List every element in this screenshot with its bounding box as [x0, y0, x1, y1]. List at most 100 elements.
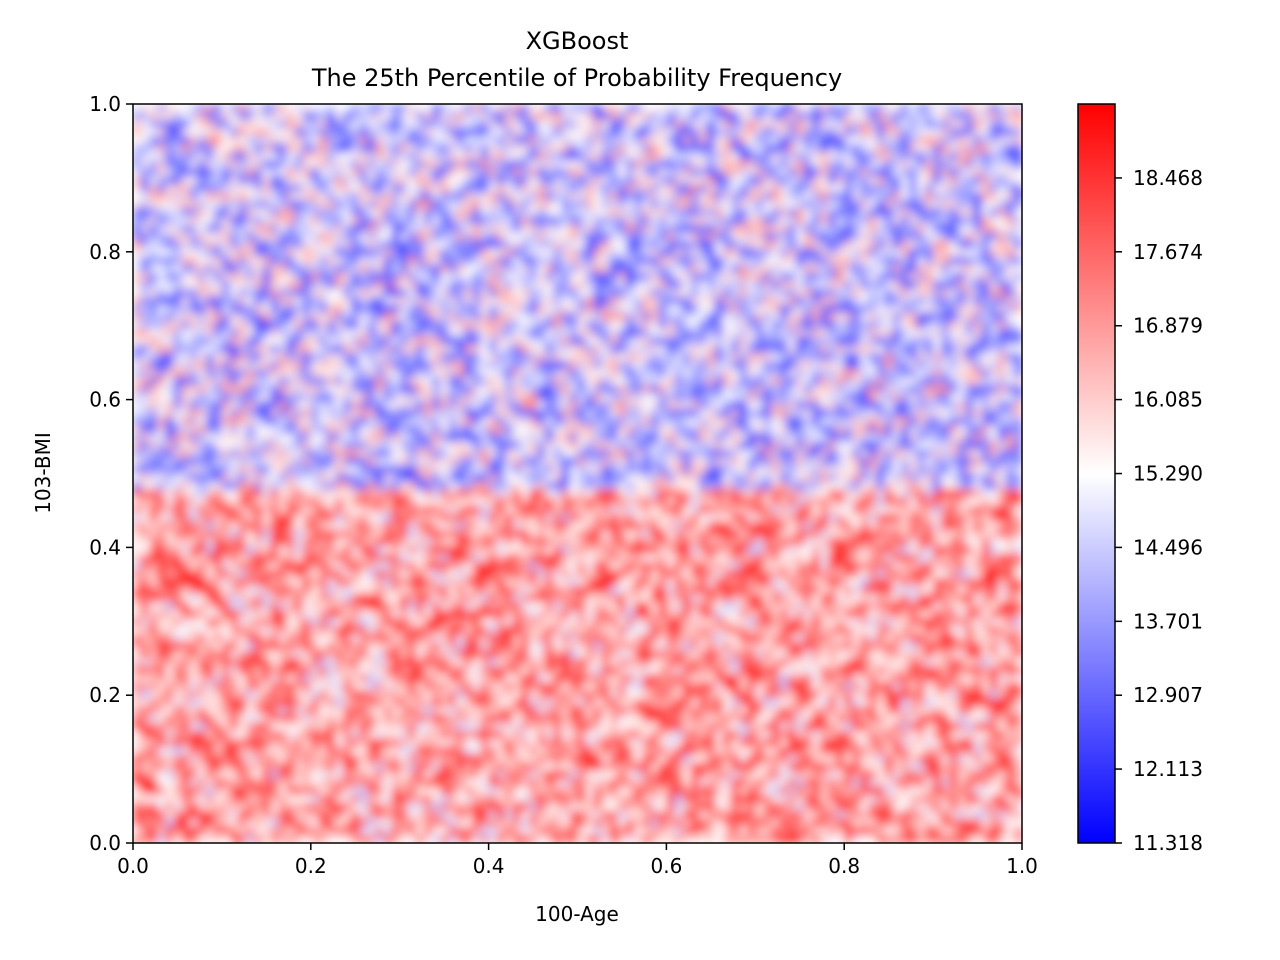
heatmap-cell	[990, 192, 999, 201]
heatmap-cell	[456, 136, 465, 145]
heatmap-cell	[610, 321, 619, 330]
heatmap-cell	[634, 120, 643, 129]
heatmap-cell	[957, 265, 966, 274]
heatmap-cell	[198, 345, 207, 354]
heatmap-cell	[392, 216, 401, 225]
heatmap-cell	[569, 249, 578, 258]
heatmap-cell	[868, 136, 877, 145]
heatmap-cell	[731, 273, 740, 282]
heatmap-cell	[472, 184, 481, 193]
heatmap-cell	[610, 104, 619, 113]
heatmap-cell	[464, 401, 473, 410]
heatmap-cell	[190, 120, 199, 129]
heatmap-cell	[270, 305, 279, 314]
heatmap-cell	[674, 329, 683, 338]
heatmap-cell	[885, 457, 894, 466]
heatmap-cell	[561, 112, 570, 121]
heatmap-cell	[885, 224, 894, 233]
heatmap-cell	[416, 337, 425, 346]
heatmap-cell	[691, 409, 700, 418]
heatmap-cell	[521, 216, 530, 225]
heatmap-cell	[133, 216, 142, 225]
heatmap-cell	[198, 160, 207, 169]
heatmap-cell	[392, 457, 401, 466]
heatmap-cell	[537, 184, 546, 193]
heatmap-cell	[149, 321, 158, 330]
heatmap-cell	[933, 393, 942, 402]
heatmap-cell	[319, 393, 328, 402]
heatmap-cell	[497, 184, 506, 193]
heatmap-cell	[586, 249, 595, 258]
heatmap-cell	[157, 369, 166, 378]
heatmap-cell	[982, 184, 991, 193]
heatmap-cell	[440, 120, 449, 129]
heatmap-cell	[230, 224, 239, 233]
heatmap-cell	[553, 353, 562, 362]
heatmap-cell	[327, 144, 336, 153]
heatmap-cell	[674, 289, 683, 298]
heatmap-cell	[513, 457, 522, 466]
heatmap-cell	[456, 216, 465, 225]
heatmap-cell	[408, 353, 417, 362]
heatmap-cell	[214, 120, 223, 129]
heatmap-cell	[206, 369, 215, 378]
heatmap-cell	[181, 377, 190, 386]
heatmap-cell	[303, 120, 312, 129]
heatmap-cell	[440, 321, 449, 330]
heatmap-cell	[214, 281, 223, 290]
heatmap-cell	[909, 144, 918, 153]
heatmap-cell	[489, 313, 498, 322]
heatmap-cell	[965, 409, 974, 418]
heatmap-cell	[755, 321, 764, 330]
heatmap-cell	[860, 224, 869, 233]
heatmap-cell	[513, 361, 522, 370]
heatmap-cell	[618, 441, 627, 450]
heatmap-cell	[739, 417, 748, 426]
heatmap-cell	[440, 104, 449, 113]
heatmap-cell	[561, 144, 570, 153]
heatmap-cell	[569, 192, 578, 201]
heatmap-cell	[489, 425, 498, 434]
heatmap-cell	[674, 249, 683, 258]
heatmap-cell	[384, 353, 393, 362]
heatmap-cell	[392, 401, 401, 410]
heatmap-cell	[529, 377, 538, 386]
heatmap-cell	[796, 321, 805, 330]
heatmap-cell	[537, 329, 546, 338]
heatmap-cell	[569, 425, 578, 434]
heatmap-cell	[351, 321, 360, 330]
heatmap-cell	[965, 401, 974, 410]
heatmap-cell	[351, 265, 360, 274]
heatmap-cell	[481, 249, 490, 258]
heatmap-cell	[222, 233, 231, 242]
heatmap-cell	[965, 160, 974, 169]
heatmap-cell	[157, 329, 166, 338]
heatmap-cell	[489, 337, 498, 346]
heatmap-cell	[181, 409, 190, 418]
heatmap-cell	[998, 345, 1007, 354]
heatmap-cell	[319, 257, 328, 266]
heatmap-cell	[909, 184, 918, 193]
heatmap-cell	[578, 425, 587, 434]
heatmap-cell	[626, 192, 635, 201]
heatmap-cell	[238, 184, 247, 193]
heatmap-cell	[246, 321, 255, 330]
heatmap-cell	[868, 449, 877, 458]
heatmap-cell	[190, 265, 199, 274]
heatmap-cell	[513, 289, 522, 298]
heatmap-cell	[173, 457, 182, 466]
heatmap-cell	[642, 216, 651, 225]
heatmap-cell	[408, 457, 417, 466]
heatmap-cell	[820, 329, 829, 338]
heatmap-cell	[658, 200, 667, 209]
heatmap-cell	[723, 281, 732, 290]
heatmap-cell	[375, 385, 384, 394]
heatmap-cell	[771, 216, 780, 225]
heatmap-cell	[925, 369, 934, 378]
heatmap-cell	[885, 449, 894, 458]
heatmap-cell	[933, 297, 942, 306]
heatmap-cell	[998, 192, 1007, 201]
heatmap-cell	[270, 257, 279, 266]
heatmap-cell	[998, 168, 1007, 177]
heatmap-cell	[464, 160, 473, 169]
